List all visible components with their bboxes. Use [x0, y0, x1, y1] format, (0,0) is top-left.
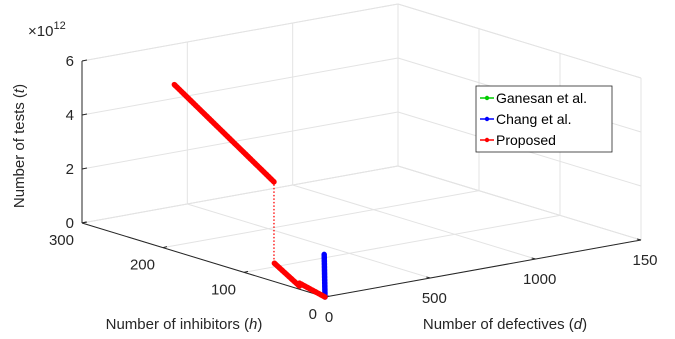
y-tick-label: 100	[211, 281, 236, 298]
axis-lines	[81, 59, 642, 298]
x-tick-mark	[426, 276, 431, 279]
grid-line-y-floor	[243, 214, 561, 273]
z-axis-label: Number of tests (t)	[11, 84, 28, 208]
legend-marker	[484, 116, 490, 122]
legend-entry: Proposed	[496, 132, 556, 148]
x-tick-mark	[531, 257, 536, 260]
grid-line-z-back	[81, 57, 399, 116]
z-exponent-label: ×1012	[28, 20, 66, 40]
legend-entry: Ganesan et al.	[496, 90, 587, 106]
y-tick-label: 200	[130, 257, 155, 274]
grid-line-z-back	[81, 111, 399, 170]
grid-line-x-floor	[187, 203, 431, 279]
z-tick-label: 2	[66, 161, 74, 178]
legend: Ganesan et al. Chang et al. Proposed	[475, 85, 613, 153]
y-tick-mark	[243, 270, 249, 273]
grid-line-z-back	[81, 3, 399, 62]
z-tick-mark	[81, 167, 88, 170]
z-tick-mark	[81, 113, 88, 116]
y-tick-label: 300	[49, 232, 74, 249]
series-segment	[296, 280, 328, 300]
series-segment	[171, 81, 277, 185]
z-tick-mark	[81, 59, 88, 62]
x-tick-label: 0	[325, 309, 333, 326]
z-tick-label: 4	[66, 107, 74, 124]
y-axis-label: Number of inhibitors (h)	[106, 316, 263, 333]
legend-marker	[484, 95, 490, 101]
grid-line-z-side	[397, 3, 642, 79]
x-tick-label: 1000	[523, 271, 556, 288]
legend-marker	[484, 137, 490, 143]
y-tick-mark	[162, 246, 168, 249]
y-axis-line	[81, 222, 326, 298]
grid-line-y-floor	[162, 190, 480, 249]
z-tick-mark	[81, 221, 88, 224]
grid-line-z-back	[81, 165, 399, 224]
series-segment	[271, 260, 303, 289]
x-tick-label: 150	[632, 252, 657, 269]
x-axis-label: Number of defectives (d)	[423, 316, 587, 333]
y-tick-label: 0	[309, 306, 317, 323]
x-tick-mark	[636, 238, 642, 241]
data-series	[171, 81, 328, 300]
series-proposed	[171, 81, 328, 300]
series-segment	[321, 251, 328, 300]
series-chang-et-al	[321, 251, 328, 300]
x-axis-line	[324, 239, 642, 298]
z-tick-label: 0	[66, 215, 74, 232]
x-tick-label: 500	[422, 290, 447, 307]
grid-lines	[81, 3, 642, 298]
grid-line-x-floor	[292, 184, 536, 260]
grid-line-z-side	[397, 165, 642, 241]
legend-box	[475, 85, 613, 153]
z-tick-label: 6	[66, 53, 74, 70]
legend-entry: Chang et al.	[496, 111, 572, 127]
